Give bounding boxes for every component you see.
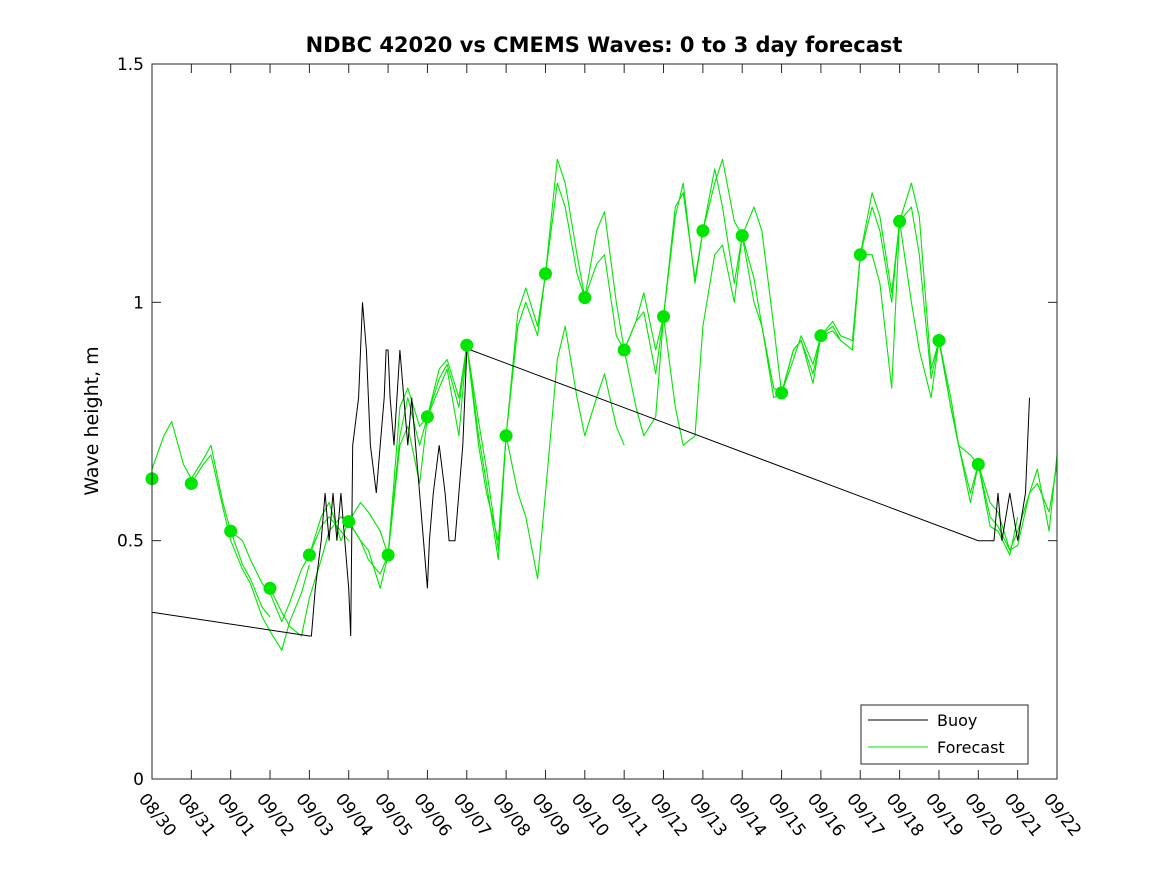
forecast-marker xyxy=(499,429,513,443)
forecast-marker xyxy=(302,548,316,562)
forecast-line-8 xyxy=(426,273,547,551)
forecast-line-1 xyxy=(151,420,271,618)
forecast-line-10 xyxy=(505,325,625,580)
forecast-line-5 xyxy=(308,397,428,556)
forecast-line-3 xyxy=(230,516,350,623)
y-tick-label: 1.5 xyxy=(117,55,144,75)
forecast-marker xyxy=(657,310,670,324)
forecast-line-2 xyxy=(190,454,310,651)
forecast-marker xyxy=(184,477,198,490)
forecast-line-9 xyxy=(466,182,586,561)
marker-layer xyxy=(145,214,985,595)
forecast-line-6 xyxy=(348,345,468,589)
forecast-marker xyxy=(617,343,631,357)
y-axis-label: Wave height, m xyxy=(81,346,103,495)
forecast-line-4 xyxy=(269,516,389,637)
axes-frame xyxy=(151,63,1058,780)
legend-buoy-label: Buoy xyxy=(937,711,977,730)
forecast-line-14 xyxy=(662,206,783,446)
forecast-line-13 xyxy=(623,168,743,437)
forecast-marker xyxy=(381,548,395,562)
plot-area xyxy=(152,64,1057,779)
forecast-marker xyxy=(971,457,985,471)
forecast-marker xyxy=(263,581,277,595)
forecast-line-21 xyxy=(938,340,1058,551)
legend-forecast-label: Forecast xyxy=(937,738,1005,757)
legend: Buoy Forecast xyxy=(860,704,1029,765)
forecast-line-12 xyxy=(584,182,704,375)
legend-box xyxy=(860,704,1029,765)
y-tick-label: 0 xyxy=(133,770,144,790)
y-tick-label: 0.5 xyxy=(117,532,144,552)
forecast-marker xyxy=(696,224,710,238)
forecast-line-16 xyxy=(741,235,861,394)
forecast-line-11 xyxy=(544,158,665,351)
forecast-marker xyxy=(420,410,434,424)
forecast-line-18 xyxy=(820,182,940,370)
y-tick-label: 1 xyxy=(133,293,144,313)
forecast-marker xyxy=(224,524,238,538)
forecast-marker xyxy=(775,386,789,400)
forecast-marker xyxy=(893,214,907,228)
forecast-marker xyxy=(853,248,867,262)
forecast-marker xyxy=(735,229,749,243)
forecast-marker xyxy=(342,515,356,529)
chart-title: NDBC 42020 vs CMEMS Waves: 0 to 3 day fo… xyxy=(306,33,903,57)
forecast-line-7 xyxy=(387,344,507,556)
series-layer xyxy=(151,158,1058,651)
forecast-marker xyxy=(578,291,592,305)
forecast-marker xyxy=(932,334,946,347)
forecast-marker xyxy=(460,338,474,352)
forecast-line-22 xyxy=(977,454,1058,551)
forecast-marker xyxy=(814,329,828,343)
forecast-marker xyxy=(539,267,552,281)
buoy-line xyxy=(151,302,1030,637)
